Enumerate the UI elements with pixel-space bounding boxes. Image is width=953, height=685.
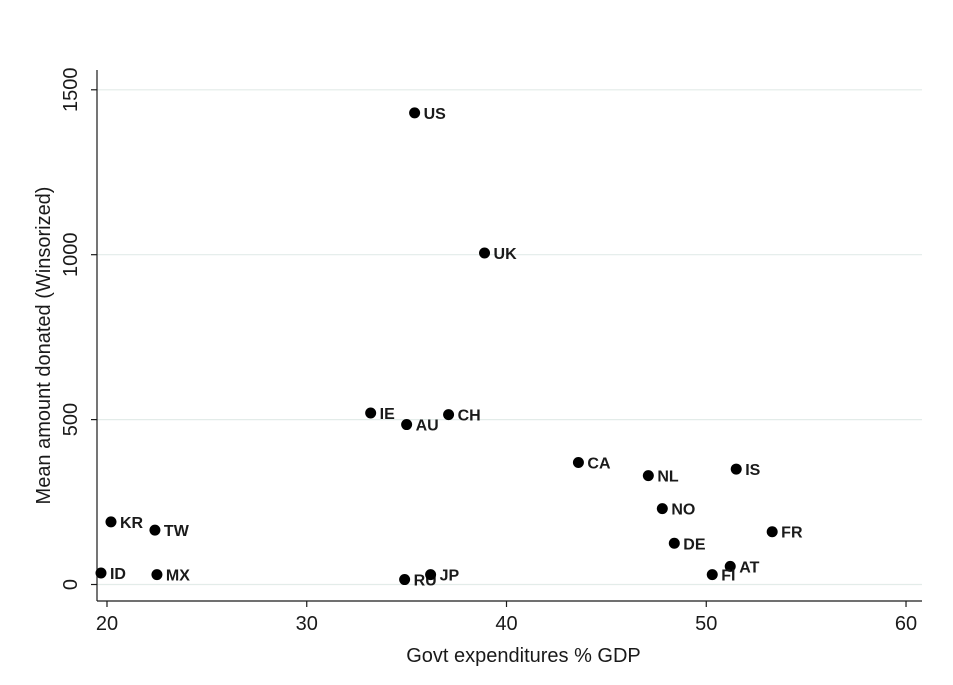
x-tick-label: 60 (895, 613, 917, 635)
data-point-au (401, 419, 413, 431)
point-label-au: AU (416, 418, 439, 435)
point-label-kr: KR (120, 515, 144, 532)
data-point-nl (642, 470, 654, 482)
point-label-no: NO (671, 502, 695, 519)
data-point-ie (365, 407, 377, 419)
data-point-fi (706, 569, 718, 581)
x-axis-title: Govt expenditures % GDP (406, 645, 641, 667)
data-point-fr (766, 526, 778, 538)
data-point-de (668, 537, 680, 549)
point-label-nl: NL (657, 469, 679, 486)
data-point-id (95, 567, 107, 579)
gridlines (97, 89, 922, 586)
data-point-tw (149, 524, 161, 536)
point-label-ca: CA (587, 455, 611, 472)
point-label-at: AT (739, 559, 759, 576)
y-tick-label: 1500 (60, 68, 82, 113)
point-label-tw: TW (164, 523, 190, 540)
x-tick-label: 50 (695, 613, 717, 635)
y-tick-label: 1000 (60, 232, 82, 277)
y-axis-title: Mean amount donated (Winsorized) (33, 187, 55, 505)
data-point-us (409, 107, 421, 119)
point-label-jp: JP (440, 568, 460, 585)
y-tick-label: 0 (60, 579, 82, 590)
y-tick-label: 500 (60, 403, 82, 436)
x-tick-label: 40 (495, 613, 517, 635)
point-label-fr: FR (781, 525, 803, 542)
point-label-uk: UK (494, 246, 518, 263)
point-label-de: DE (683, 536, 706, 553)
data-point-at (724, 560, 736, 572)
data-point-mx (151, 569, 163, 581)
point-label-ie: IE (380, 406, 395, 423)
data-point-ch (443, 409, 455, 421)
axes (96, 70, 922, 602)
point-label-is: IS (745, 462, 760, 479)
y-ticks: 0 500 1000 1500 (60, 68, 97, 590)
point-label-id: ID (110, 566, 126, 583)
point-label-ch: CH (458, 408, 481, 425)
data-point-ru (399, 574, 411, 586)
x-tick-label: 30 (296, 613, 318, 635)
data-point-kr (105, 516, 117, 528)
data-point-jp (425, 569, 437, 581)
x-tick-label: 20 (96, 613, 118, 635)
point-label-fi: FI (721, 568, 735, 585)
data-point-ca (572, 456, 584, 468)
point-label-us: US (424, 106, 447, 123)
point-label-mx: MX (166, 568, 190, 585)
data-point-no (656, 503, 668, 515)
x-ticks: 20 30 40 50 60 (96, 601, 917, 635)
data-point-uk (479, 247, 491, 259)
data-point-is (730, 463, 742, 475)
